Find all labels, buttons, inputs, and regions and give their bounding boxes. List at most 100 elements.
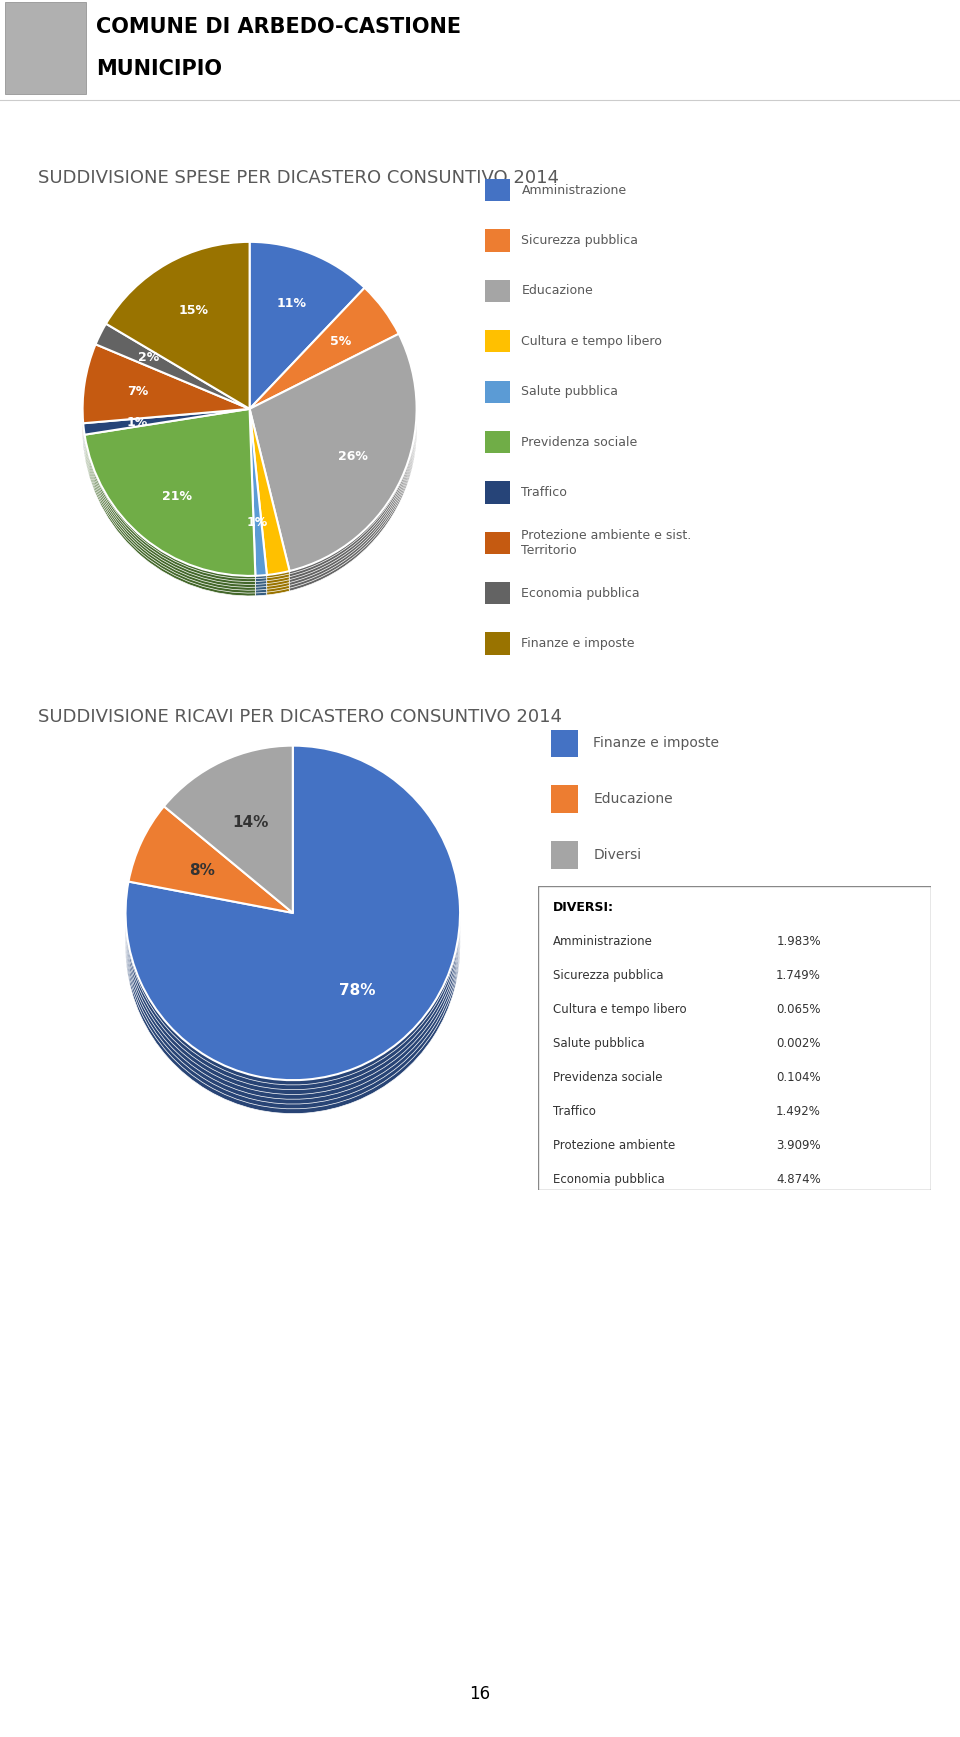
Wedge shape — [106, 255, 250, 424]
Wedge shape — [250, 420, 267, 587]
Wedge shape — [250, 417, 267, 584]
Wedge shape — [250, 245, 365, 412]
Wedge shape — [106, 245, 250, 412]
Wedge shape — [250, 342, 417, 580]
Bar — [485, 280, 510, 302]
Wedge shape — [250, 334, 417, 571]
Wedge shape — [250, 288, 398, 408]
Text: Protezione ambiente: Protezione ambiente — [553, 1139, 676, 1152]
Wedge shape — [250, 334, 417, 571]
Text: 1.492%: 1.492% — [776, 1105, 821, 1117]
Text: 26%: 26% — [338, 450, 368, 462]
Text: Finanze e imposte: Finanze e imposte — [521, 637, 635, 650]
FancyBboxPatch shape — [538, 886, 931, 1190]
Text: MUNICIPIO: MUNICIPIO — [96, 59, 222, 78]
Wedge shape — [250, 417, 290, 584]
Wedge shape — [164, 769, 293, 936]
Text: Finanze e imposte: Finanze e imposte — [593, 736, 719, 750]
Wedge shape — [250, 241, 365, 408]
Wedge shape — [129, 830, 293, 936]
Wedge shape — [250, 429, 267, 596]
Text: 1%: 1% — [126, 417, 148, 429]
Text: Previdenza sociale: Previdenza sociale — [521, 436, 637, 448]
Wedge shape — [250, 351, 417, 589]
Wedge shape — [106, 250, 250, 417]
Wedge shape — [250, 408, 290, 575]
Bar — [485, 380, 510, 403]
Text: 15%: 15% — [179, 304, 208, 316]
Wedge shape — [250, 346, 417, 582]
Wedge shape — [96, 339, 250, 424]
Wedge shape — [164, 756, 293, 922]
Bar — [485, 179, 510, 201]
Wedge shape — [84, 420, 250, 446]
Bar — [551, 841, 578, 868]
Wedge shape — [84, 420, 255, 587]
Wedge shape — [84, 412, 250, 438]
Wedge shape — [106, 262, 250, 429]
Wedge shape — [84, 408, 255, 577]
Text: Amministrazione: Amministrazione — [553, 935, 653, 947]
Wedge shape — [250, 337, 417, 573]
Wedge shape — [164, 750, 293, 917]
Wedge shape — [84, 417, 255, 584]
Wedge shape — [84, 417, 250, 443]
Wedge shape — [96, 330, 250, 415]
Wedge shape — [84, 408, 250, 434]
Text: 78%: 78% — [339, 983, 375, 997]
Wedge shape — [250, 307, 398, 429]
Text: 1.749%: 1.749% — [776, 969, 821, 981]
Wedge shape — [129, 839, 293, 947]
Wedge shape — [84, 424, 255, 591]
Text: 11%: 11% — [276, 297, 306, 309]
Wedge shape — [96, 327, 250, 412]
Text: Traffico: Traffico — [521, 486, 567, 499]
Wedge shape — [250, 297, 398, 417]
Text: 1.983%: 1.983% — [777, 935, 821, 947]
Wedge shape — [126, 769, 460, 1105]
Text: Cultura e tempo libero: Cultura e tempo libero — [521, 335, 662, 347]
Wedge shape — [250, 294, 398, 415]
Text: 5%: 5% — [330, 335, 351, 347]
Wedge shape — [126, 761, 460, 1094]
Wedge shape — [83, 344, 250, 424]
Text: 0.104%: 0.104% — [777, 1070, 821, 1084]
Wedge shape — [250, 262, 365, 429]
Wedge shape — [250, 259, 365, 426]
Bar — [485, 330, 510, 353]
Wedge shape — [250, 426, 290, 592]
Wedge shape — [129, 816, 293, 922]
Bar — [551, 785, 578, 813]
Wedge shape — [250, 424, 290, 589]
Wedge shape — [250, 408, 267, 575]
Wedge shape — [250, 408, 290, 575]
Text: DIVERSI:: DIVERSI: — [553, 902, 614, 914]
Bar — [485, 532, 510, 554]
Bar — [485, 431, 510, 453]
Wedge shape — [250, 288, 398, 408]
Wedge shape — [84, 415, 255, 582]
Wedge shape — [250, 254, 365, 420]
Wedge shape — [84, 415, 250, 441]
Wedge shape — [83, 358, 250, 438]
Wedge shape — [83, 361, 250, 441]
Wedge shape — [106, 241, 250, 408]
Wedge shape — [164, 780, 293, 947]
Wedge shape — [84, 408, 250, 434]
Wedge shape — [126, 745, 460, 1080]
Wedge shape — [250, 299, 398, 420]
Wedge shape — [250, 250, 365, 417]
Wedge shape — [106, 259, 250, 426]
Bar — [485, 229, 510, 252]
Text: Educazione: Educazione — [521, 285, 593, 297]
Wedge shape — [126, 745, 460, 1080]
Wedge shape — [250, 424, 267, 591]
Wedge shape — [96, 323, 250, 408]
Wedge shape — [83, 353, 250, 433]
Wedge shape — [96, 332, 250, 417]
Text: Sicurezza pubblica: Sicurezza pubblica — [553, 969, 664, 981]
Wedge shape — [126, 764, 460, 1100]
Wedge shape — [83, 344, 250, 424]
Wedge shape — [84, 429, 250, 455]
Wedge shape — [84, 429, 255, 596]
